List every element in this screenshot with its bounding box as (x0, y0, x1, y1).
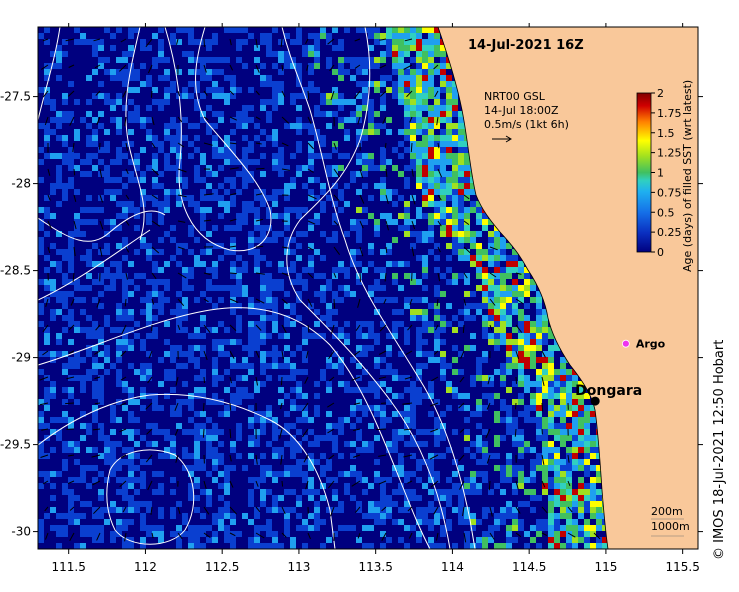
sst-age-pixels (38, 27, 608, 549)
dongara-marker[interactable]: Dongara (575, 383, 642, 406)
y-axis: -27.5 -28 -28.5 -29 -29.5 -30 (0, 90, 703, 539)
contour-deep-2 (38, 210, 166, 242)
y-tick-label: -28 (11, 177, 31, 191)
x-tick-label: 114 (441, 560, 464, 574)
y-tick-label: -29.5 (0, 438, 31, 452)
contour-deep-3 (38, 229, 151, 301)
colorbar-tick-label: 0.25 (657, 226, 682, 239)
y-tick-label: -29 (11, 351, 31, 365)
colorbar-ticks: 0 0.25 0.5 0.75 1 1.25 1.5 1.75 2 (651, 87, 682, 259)
dongara-label: Dongara (575, 383, 642, 399)
x-tick-label: 112.5 (205, 560, 239, 574)
colorbar-tick-label: 0 (657, 246, 664, 259)
current-legend-scale: 0.5m/s (1kt 6h) (484, 118, 569, 131)
argo-marker[interactable]: Argo (621, 338, 666, 351)
contour-200m (281, 27, 476, 549)
colorbar-tick-label: 1.75 (657, 107, 682, 120)
argo-label: Argo (636, 338, 666, 351)
colorbar-tick-label: 2 (657, 87, 664, 100)
x-tick-label: 115 (594, 560, 617, 574)
contour-deep-4 (38, 307, 431, 549)
current-vectors (39, 38, 601, 543)
colorbar-tick-label: 0.75 (657, 186, 682, 199)
colorbar-tick-label: 1.25 (657, 147, 682, 160)
map-plot-area (38, 27, 698, 549)
contour-deep-1 (164, 27, 272, 252)
colorbar-label: Age (days) of filled SST (wrt latest) (681, 80, 694, 272)
colorbar-tick-label: 0.5 (657, 206, 675, 219)
x-tick-label: 113.5 (358, 560, 392, 574)
x-tick-label: 114.5 (512, 560, 546, 574)
colorbar-tick-label: 1.5 (657, 127, 675, 140)
colorbar: 0 0.25 0.5 0.75 1 1.25 1.5 1.75 2 Age (days) of … (636, 80, 694, 272)
colorbar-gradient (636, 92, 652, 253)
plot-frame (37, 26, 699, 550)
town-dot-icon (590, 396, 600, 406)
x-tick-label: 112 (134, 560, 157, 574)
x-tick-label: 111.5 (52, 560, 86, 574)
current-legend-time: 14-Jul 18:00Z (484, 104, 559, 117)
contour-deep-6 (106, 449, 195, 545)
colorbar-tick-label: 1 (657, 167, 664, 180)
depth-key-200m: 200m (651, 505, 683, 518)
scale-arrowhead-icon (505, 135, 512, 143)
argo-float-icon (621, 339, 630, 348)
x-axis: 111.5 112 112.5 113 113.5 114 114.5 115 115.5 (52, 23, 700, 574)
x-tick-label: 113 (287, 560, 310, 574)
contour-deep-7 (38, 27, 61, 121)
contour-deep-8 (125, 27, 145, 241)
map-title: 14-Jul-2021 16Z (468, 38, 584, 53)
current-legend-source: NRT00 GSL (484, 90, 546, 103)
current-vector-legend: NRT00 GSL 14-Jul 18:00Z 0.5m/s (1kt 6h) (484, 90, 569, 143)
land-western-australia (437, 27, 698, 549)
contour-deep-5 (38, 393, 336, 549)
imos-credit: © IMOS 18-Jul-2021 12:50 Hobart (712, 339, 727, 560)
y-tick-label: -27.5 (0, 90, 31, 104)
contour-1000m (286, 27, 451, 549)
y-tick-label: -28.5 (0, 264, 31, 278)
depth-key-1000m: 1000m (651, 520, 690, 533)
depth-contours (38, 27, 476, 549)
y-tick-label: -30 (11, 525, 31, 539)
depth-key: 200m 1000m (651, 505, 690, 537)
x-tick-label: 115.5 (665, 560, 699, 574)
